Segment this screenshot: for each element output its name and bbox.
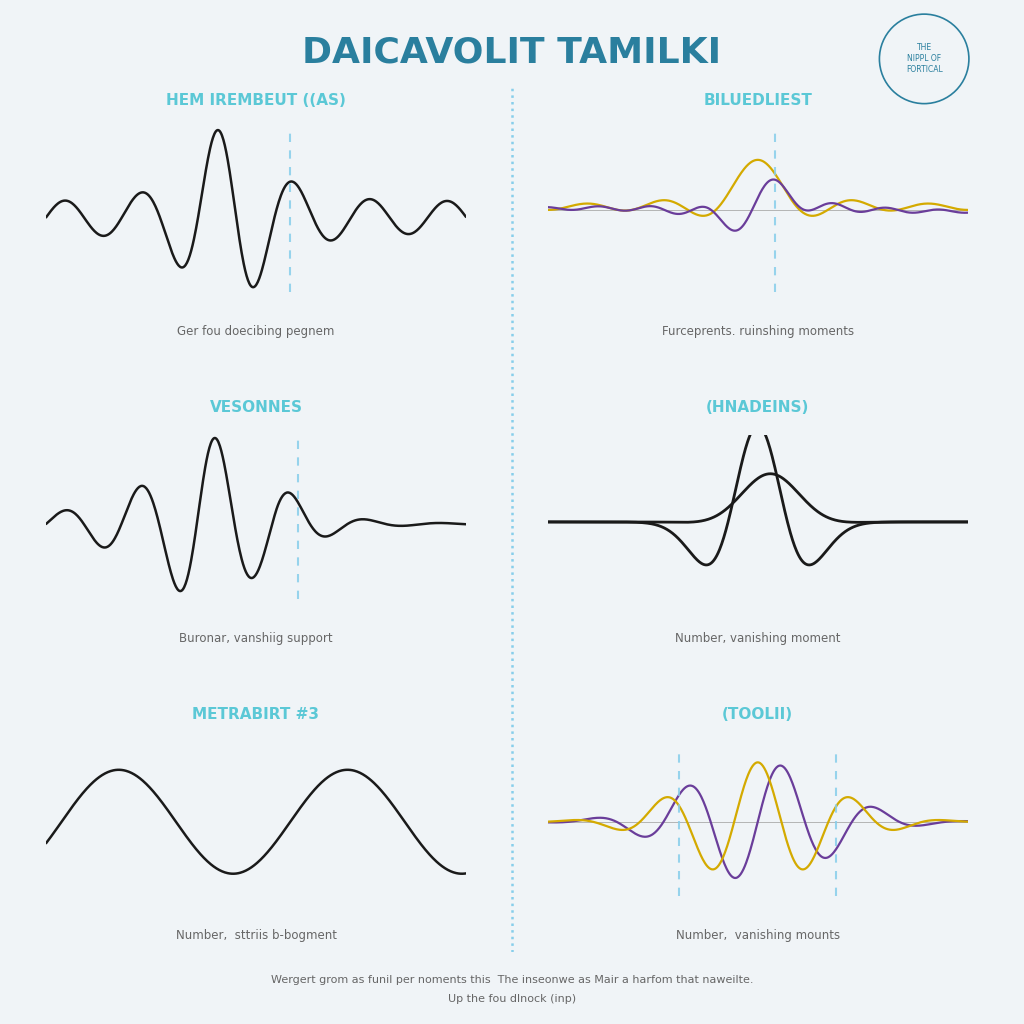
Text: Buronar, vanshiig support: Buronar, vanshiig support [179, 632, 333, 645]
Text: HEM IREMBEUT ((AS): HEM IREMBEUT ((AS) [166, 92, 346, 108]
Text: METRABIRT #3: METRABIRT #3 [193, 707, 319, 722]
Text: Number,  vanishing mounts: Number, vanishing mounts [676, 929, 840, 942]
Text: Number,  sttriis b-bogment: Number, sttriis b-bogment [175, 929, 337, 942]
Text: THE
NIPPL OF
FORTICAL: THE NIPPL OF FORTICAL [906, 43, 942, 75]
Text: Ger fou doecibing pegnem: Ger fou doecibing pegnem [177, 325, 335, 338]
Text: Wergert grom as funil per noments this  The inse​onwe as Mair a harfom​ that naw: Wergert grom as funil per noments this T… [270, 975, 754, 985]
Text: BILUEDLIEST: BILUEDLIEST [703, 92, 812, 108]
Text: DAICAVOLIT TAMILKI: DAICAVOLIT TAMILKI [302, 36, 722, 70]
Text: (HNADEINS): (HNADEINS) [707, 399, 809, 415]
Text: (TOOLII): (TOOLII) [722, 707, 794, 722]
Text: Furceprents. ruinshing moments: Furceprents. ruinshing moments [662, 325, 854, 338]
Text: VESONNES: VESONNES [210, 399, 302, 415]
Text: Number, vanishing moment: Number, vanishing moment [675, 632, 841, 645]
Text: Up the fou dlnock (inp): Up the fou dlnock (inp) [447, 993, 577, 1004]
